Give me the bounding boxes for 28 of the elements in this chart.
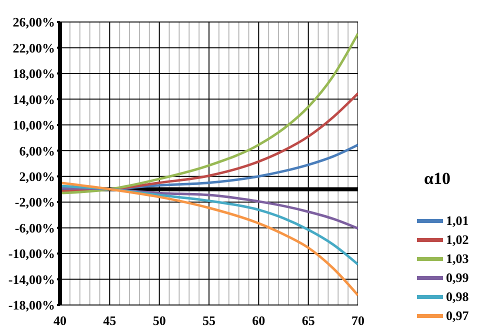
y-tick-label: 10,00% [12, 118, 55, 133]
x-tick-label: 70 [352, 313, 364, 327]
y-tick-label: 22,00% [12, 40, 55, 56]
legend-label: 1,03 [446, 250, 469, 266]
x-tick-label: 60 [252, 313, 266, 327]
y-tick-label: -10,00% [8, 246, 55, 262]
y-tick-label: 26,00% [12, 14, 55, 30]
legend-label: 1,02 [446, 232, 469, 248]
legend-label: 1,01 [446, 212, 469, 228]
y-tick-label: 2,00% [19, 168, 55, 184]
x-tick-label: 40 [54, 313, 66, 327]
legend-label: 0,99 [446, 270, 469, 286]
legend-label: 0,98 [446, 288, 469, 304]
x-tick-label: 55 [202, 313, 216, 327]
x-tick-label: 45 [103, 313, 117, 327]
x-axis-title: α10 [424, 169, 452, 190]
y-tick-label: -2,00% [14, 194, 55, 210]
y-tick-label: -14,00% [8, 272, 55, 287]
y-tick-label: 14,00% [12, 92, 55, 107]
y-tick-label: -6,00% [14, 220, 55, 236]
y-tick-label: 6,00% [19, 143, 55, 158]
y-tick-label: 18,00% [12, 66, 55, 82]
y-tick-label: -18,00% [8, 298, 55, 313]
x-tick-label: 50 [152, 313, 166, 327]
x-tick-label: 65 [302, 313, 316, 327]
line-series [60, 32, 358, 194]
legend-label: 0,97 [446, 308, 469, 324]
line-series [60, 182, 358, 297]
